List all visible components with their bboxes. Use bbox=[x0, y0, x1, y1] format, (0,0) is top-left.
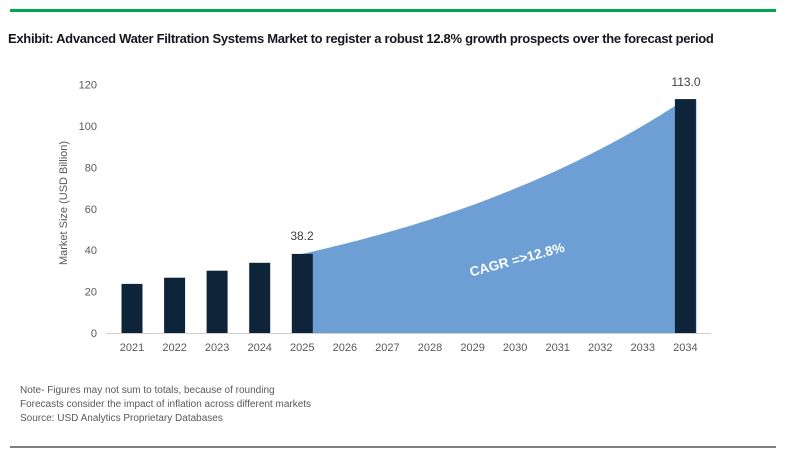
data-label-2034: 113.0 bbox=[671, 75, 701, 89]
x-label-2027: 2027 bbox=[375, 342, 399, 354]
x-label-2029: 2029 bbox=[460, 342, 484, 354]
footnotes: Note- Figures may not sum to totals, bec… bbox=[20, 384, 620, 426]
x-label-2023: 2023 bbox=[205, 342, 229, 354]
x-label-2024: 2024 bbox=[247, 342, 271, 354]
y-tick-20: 20 bbox=[85, 287, 97, 299]
x-label-2022: 2022 bbox=[162, 342, 186, 354]
y-tick-100: 100 bbox=[79, 121, 97, 133]
x-label-2026: 2026 bbox=[333, 342, 357, 354]
exhibit-title: Exhibit: Advanced Water Filtration Syste… bbox=[8, 31, 714, 46]
bar-2034 bbox=[674, 99, 696, 333]
market-forecast-chart: 0 20 40 60 80 100 120 2021 2022 2023 2024 2025 2026 2… bbox=[79, 80, 711, 354]
bar-2021 bbox=[121, 283, 143, 333]
y-tick-0: 0 bbox=[91, 328, 97, 340]
data-label-2025: 38.2 bbox=[290, 229, 314, 243]
x-label-2031: 2031 bbox=[545, 342, 569, 354]
x-label-2028: 2028 bbox=[418, 342, 442, 354]
x-label-2032: 2032 bbox=[588, 342, 612, 354]
x-label-2030: 2030 bbox=[503, 342, 527, 354]
y-tick-60: 60 bbox=[85, 204, 97, 216]
y-tick-80: 80 bbox=[85, 162, 97, 174]
footnote-rounding: Note- Figures may not sum to totals, bec… bbox=[20, 385, 275, 396]
x-label-2025: 2025 bbox=[290, 342, 314, 354]
footnote-inflation: Forecasts consider the impact of inflati… bbox=[20, 399, 312, 410]
y-axis-title: Market Size (USD Billion) bbox=[58, 140, 70, 266]
y-tick-40: 40 bbox=[85, 245, 97, 257]
top-accent-rule bbox=[10, 9, 776, 12]
bottom-rule bbox=[10, 446, 776, 448]
x-label-2034: 2034 bbox=[673, 342, 697, 354]
y-tick-120: 120 bbox=[79, 80, 97, 92]
footnote-source: Source: USD Analytics Proprietary Databa… bbox=[20, 413, 223, 424]
x-label-2033: 2033 bbox=[631, 342, 655, 354]
forecast-area-shape bbox=[302, 99, 697, 333]
bar-2023 bbox=[206, 270, 228, 333]
bar-2025 bbox=[291, 253, 313, 333]
x-label-2021: 2021 bbox=[120, 342, 144, 354]
bar-2022 bbox=[164, 277, 186, 333]
bar-2024 bbox=[249, 262, 271, 333]
